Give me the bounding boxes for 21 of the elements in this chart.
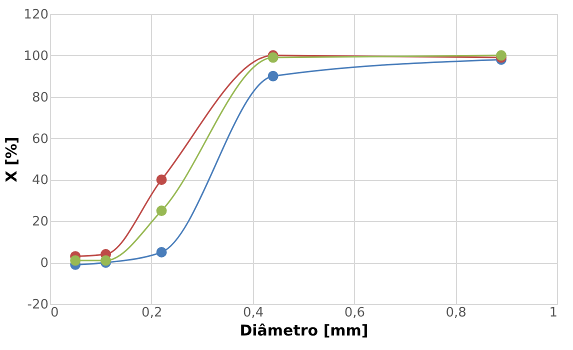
x-axis-title: Diâmetro [mm]	[240, 322, 368, 340]
y-tick-label: 120	[24, 8, 48, 22]
point	[156, 246, 167, 258]
y-tick-label: 80	[32, 90, 48, 106]
y-tick-label: 0	[40, 256, 48, 272]
x-tick-label: 0,8	[446, 306, 466, 320]
point	[268, 70, 278, 82]
x-tick-label: 0,4	[242, 306, 264, 320]
x-tick-label: 0	[50, 306, 59, 320]
y-tick-label: -20	[27, 298, 48, 312]
x-tick-label: 0,2	[142, 306, 162, 320]
y-axis-title: X [%]	[2, 136, 21, 182]
y-tick-label: 60	[32, 132, 48, 147]
x-tick-label: 0,6	[344, 306, 366, 320]
y-tick-label: 20	[32, 214, 48, 230]
point	[156, 206, 167, 216]
y-tick-label: 40	[32, 173, 48, 188]
point	[70, 255, 81, 266]
x-tick-label: 1	[549, 306, 558, 320]
point	[156, 174, 167, 185]
y-tick-label: 100	[24, 48, 48, 64]
